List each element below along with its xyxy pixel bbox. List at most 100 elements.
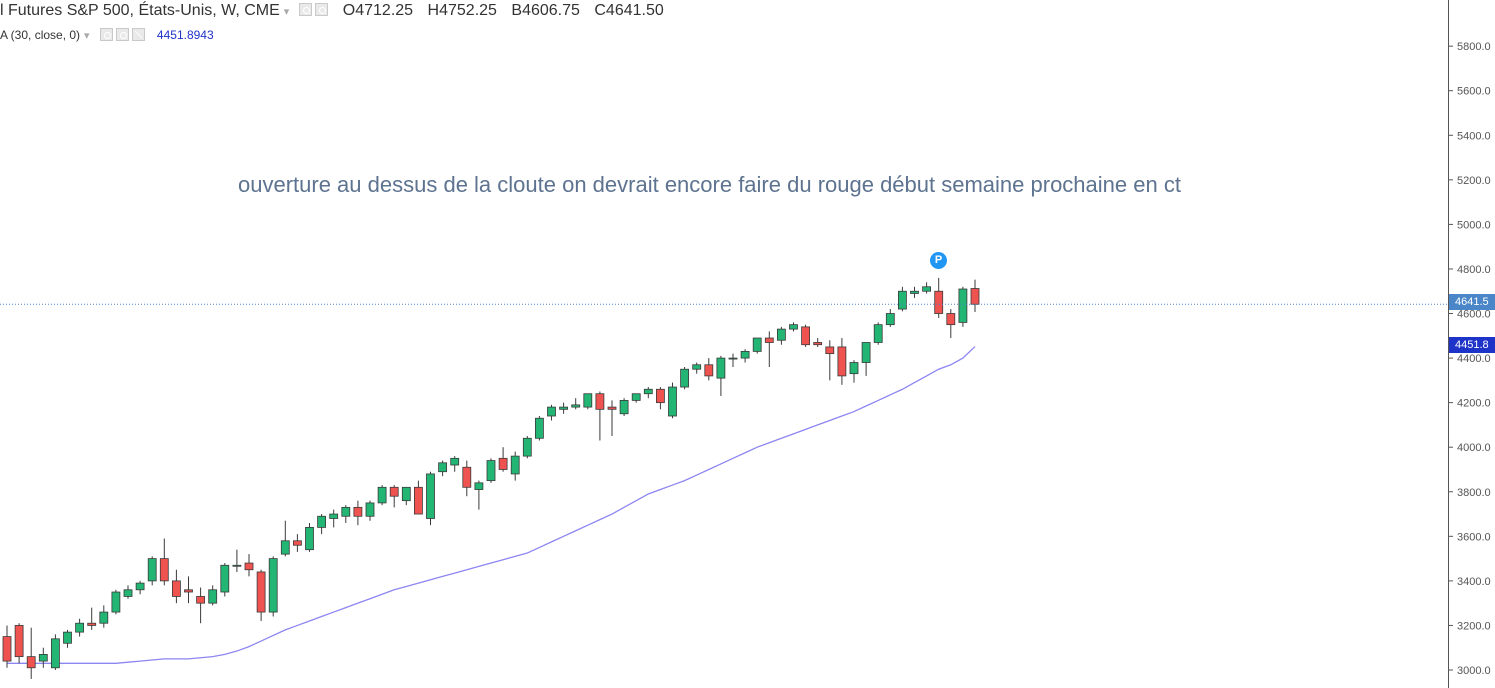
candle[interactable] bbox=[535, 416, 544, 441]
candle[interactable] bbox=[292, 534, 302, 552]
candle-body bbox=[728, 357, 738, 360]
chevron-down-icon[interactable]: ▾ bbox=[84, 30, 90, 42]
candle[interactable] bbox=[305, 522, 314, 552]
price-tick-label: 3000.0 bbox=[1457, 665, 1491, 677]
candle[interactable] bbox=[873, 322, 883, 345]
candle[interactable] bbox=[716, 355, 726, 396]
candle[interactable] bbox=[329, 509, 339, 528]
gear-icon[interactable] bbox=[315, 3, 329, 17]
candle[interactable] bbox=[571, 398, 581, 410]
candle[interactable] bbox=[75, 618, 84, 637]
candle[interactable] bbox=[184, 576, 193, 604]
candle[interactable] bbox=[885, 309, 895, 327]
candle[interactable] bbox=[595, 391, 605, 441]
candle[interactable] bbox=[171, 569, 181, 604]
candle[interactable] bbox=[680, 366, 689, 390]
text-annotation[interactable]: ouverture au dessus de la cloute on devr… bbox=[238, 172, 1181, 197]
candle[interactable] bbox=[522, 436, 532, 459]
candle[interactable] bbox=[583, 393, 593, 410]
candle[interactable] bbox=[365, 500, 375, 521]
candle[interactable] bbox=[14, 623, 24, 664]
candle[interactable] bbox=[752, 337, 762, 354]
candle[interactable] bbox=[825, 340, 835, 381]
candle[interactable] bbox=[801, 324, 810, 347]
candle[interactable] bbox=[789, 322, 798, 332]
candle[interactable] bbox=[970, 279, 980, 313]
candle[interactable] bbox=[147, 556, 157, 586]
candle[interactable] bbox=[934, 277, 944, 318]
candle[interactable] bbox=[668, 382, 677, 419]
ma-line[interactable] bbox=[7, 346, 976, 664]
candle-body bbox=[631, 393, 641, 401]
candle[interactable] bbox=[607, 400, 617, 437]
candle[interactable] bbox=[2, 625, 12, 668]
candle[interactable] bbox=[692, 362, 702, 374]
candle[interactable] bbox=[704, 358, 714, 381]
eye-icon[interactable] bbox=[99, 28, 113, 42]
candle[interactable] bbox=[474, 480, 484, 510]
symbol-title[interactable]: l Futures S&P 500, États-Unis, W, CME bbox=[0, 2, 280, 19]
candle[interactable] bbox=[220, 563, 230, 597]
candle[interactable] bbox=[232, 549, 242, 572]
candle[interactable] bbox=[135, 580, 145, 595]
candle[interactable] bbox=[656, 387, 665, 410]
candle[interactable] bbox=[38, 647, 48, 668]
candle[interactable] bbox=[244, 554, 254, 577]
candle[interactable] bbox=[861, 342, 871, 376]
candle[interactable] bbox=[196, 587, 206, 624]
candle[interactable] bbox=[280, 520, 290, 557]
candle[interactable] bbox=[317, 514, 327, 535]
candle-body bbox=[764, 337, 774, 343]
candle[interactable] bbox=[910, 286, 919, 298]
candle[interactable] bbox=[813, 338, 823, 347]
close-icon[interactable] bbox=[131, 28, 145, 42]
candle[interactable] bbox=[559, 402, 568, 414]
candle[interactable] bbox=[268, 556, 278, 617]
candle[interactable] bbox=[256, 569, 266, 621]
candle[interactable] bbox=[341, 505, 351, 523]
candle[interactable] bbox=[498, 447, 508, 472]
candle[interactable] bbox=[426, 471, 435, 526]
candle[interactable] bbox=[922, 282, 931, 294]
candle[interactable] bbox=[87, 607, 97, 630]
candle[interactable] bbox=[377, 485, 387, 506]
price-axis[interactable]: 3000.0 3200.0 3400.0 3600.0 3800.0 4000.0 4200… bbox=[1449, 41, 1491, 677]
candle[interactable] bbox=[898, 286, 907, 312]
candle[interactable] bbox=[486, 458, 496, 483]
candle[interactable] bbox=[353, 500, 363, 526]
eye-icon[interactable] bbox=[299, 3, 313, 17]
candle[interactable] bbox=[63, 629, 72, 648]
chevron-down-icon[interactable]: ▾ bbox=[283, 6, 290, 18]
candle[interactable] bbox=[450, 456, 460, 472]
candle[interactable] bbox=[462, 460, 472, 497]
candle[interactable] bbox=[740, 349, 750, 363]
candle[interactable] bbox=[764, 331, 774, 367]
candle[interactable] bbox=[111, 589, 121, 615]
candle[interactable] bbox=[123, 585, 133, 599]
candle[interactable] bbox=[438, 460, 448, 477]
candle[interactable] bbox=[208, 585, 218, 606]
candle[interactable] bbox=[837, 338, 847, 385]
candle[interactable] bbox=[631, 393, 641, 403]
candle[interactable] bbox=[958, 286, 968, 327]
candle[interactable] bbox=[728, 353, 738, 367]
candle[interactable] bbox=[510, 451, 520, 481]
candle[interactable] bbox=[401, 486, 411, 506]
candle[interactable] bbox=[413, 480, 423, 515]
candle[interactable] bbox=[547, 404, 556, 421]
candle[interactable] bbox=[619, 398, 629, 417]
indicator-title[interactable]: A (30, close, 0) bbox=[0, 28, 81, 42]
candle[interactable] bbox=[643, 387, 653, 399]
candle[interactable] bbox=[389, 485, 399, 508]
candle[interactable] bbox=[159, 538, 169, 586]
candle[interactable] bbox=[51, 634, 60, 670]
candles-layer[interactable] bbox=[2, 277, 980, 679]
candle[interactable] bbox=[26, 627, 36, 679]
candle[interactable] bbox=[946, 309, 956, 339]
candle[interactable] bbox=[777, 326, 786, 345]
candle[interactable] bbox=[849, 360, 859, 383]
marker-badge[interactable]: P bbox=[930, 252, 947, 269]
gear-icon[interactable] bbox=[115, 28, 129, 42]
candle[interactable] bbox=[99, 605, 109, 628]
